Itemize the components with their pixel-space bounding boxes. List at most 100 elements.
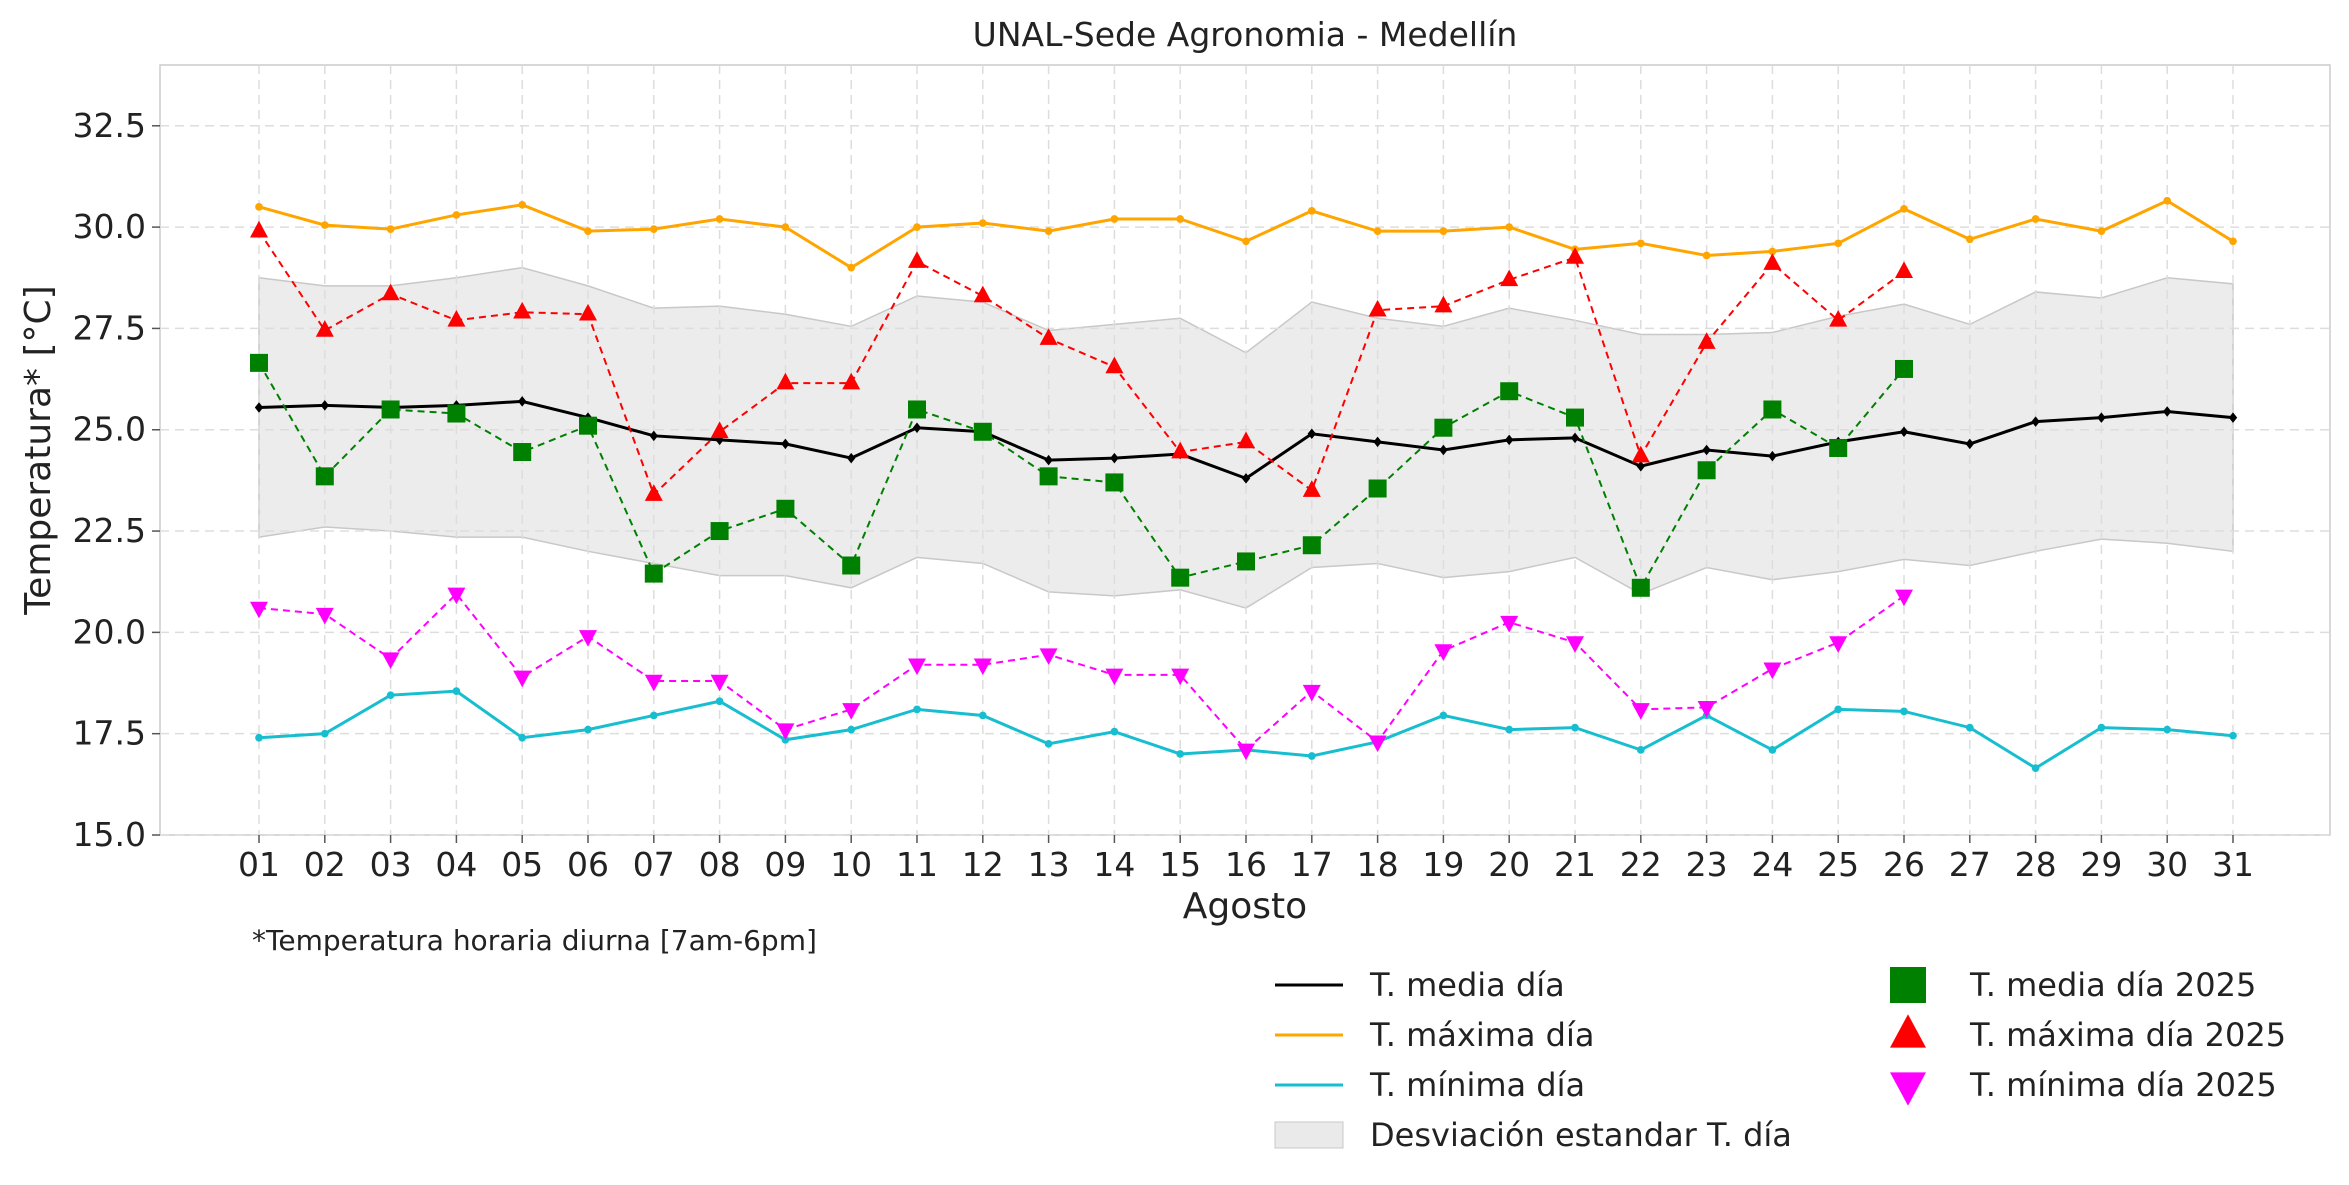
data-point xyxy=(255,202,263,211)
data-point xyxy=(1302,684,1321,702)
legend-label: T. mínima día 2025 xyxy=(1969,1066,2277,1104)
data-point xyxy=(1965,438,1974,450)
data-point xyxy=(2229,237,2237,246)
x-tick-label: 03 xyxy=(370,845,412,884)
data-point xyxy=(315,320,334,337)
y-tick-label: 25.0 xyxy=(73,410,146,449)
data-point xyxy=(1571,723,1579,732)
data-point xyxy=(1763,253,1782,270)
data-point xyxy=(973,658,992,676)
y-tick-label: 30.0 xyxy=(73,207,146,246)
data-point xyxy=(1900,205,1908,213)
x-tick-label: 10 xyxy=(830,845,872,884)
data-point xyxy=(1899,426,1909,438)
data-point xyxy=(518,200,527,209)
data-point xyxy=(781,223,790,231)
x-tick-label: 20 xyxy=(1488,845,1530,884)
legend-label: T. media día 2025 xyxy=(1969,966,2256,1004)
series-line xyxy=(258,592,1905,752)
x-tick-label: 23 xyxy=(1686,845,1728,884)
data-point xyxy=(1697,701,1716,718)
data-point xyxy=(978,219,987,227)
data-point xyxy=(842,556,861,575)
x-tick-label: 30 xyxy=(2146,845,2188,884)
data-point xyxy=(315,467,334,486)
data-point xyxy=(1895,261,1913,278)
data-point xyxy=(1570,432,1580,444)
data-point xyxy=(452,211,461,219)
data-point xyxy=(1829,309,1848,327)
data-point xyxy=(1171,568,1190,587)
legend-label: T. máxima día xyxy=(1369,1016,1594,1054)
legend-band-swatch xyxy=(1274,1121,1344,1149)
data-point xyxy=(1237,743,1255,761)
data-point xyxy=(1697,461,1716,480)
data-point xyxy=(381,652,400,670)
data-point xyxy=(1044,454,1053,466)
data-point xyxy=(1302,480,1321,497)
data-point xyxy=(1500,615,1519,633)
data-point xyxy=(908,251,926,268)
data-point xyxy=(1307,752,1316,760)
data-point xyxy=(908,658,926,676)
data-point xyxy=(1895,589,1913,607)
footnote: *Temperatura horaria diurna [7am-6pm] xyxy=(252,924,817,957)
data-point xyxy=(913,223,921,231)
data-point xyxy=(579,416,597,435)
x-tick-label: 01 xyxy=(238,845,280,884)
x-tick-label: 24 xyxy=(1751,845,1793,884)
data-point xyxy=(1110,452,1119,464)
data-point xyxy=(2031,764,2040,772)
data-point xyxy=(1768,746,1777,754)
data-point xyxy=(315,607,334,625)
data-point xyxy=(973,285,992,303)
data-point xyxy=(1763,400,1782,419)
x-tick-label: 06 xyxy=(567,845,609,884)
y-tick-label: 17.5 xyxy=(73,714,146,753)
data-point xyxy=(1631,578,1650,597)
data-point xyxy=(1110,727,1119,736)
x-tick-label: 15 xyxy=(1159,845,1201,884)
data-point xyxy=(978,711,987,720)
data-point xyxy=(1368,299,1387,317)
data-point xyxy=(710,674,729,692)
data-point xyxy=(1105,473,1124,492)
chart-title: UNAL-Sede Agronomia - Medellín xyxy=(973,15,1518,54)
x-tick-label: 05 xyxy=(501,845,543,884)
data-point xyxy=(1965,235,1974,244)
data-point xyxy=(908,400,926,419)
data-point xyxy=(776,723,795,740)
data-point xyxy=(579,630,597,647)
data-point xyxy=(1768,247,1777,256)
data-point xyxy=(1636,746,1645,754)
data-point xyxy=(386,691,395,700)
legend-marker-swatch xyxy=(1890,967,1926,1003)
data-point xyxy=(250,353,268,372)
data-point xyxy=(2163,196,2172,205)
data-point xyxy=(584,725,592,734)
data-point xyxy=(1368,479,1387,498)
y-tick-label: 20.0 xyxy=(73,612,146,651)
x-tick-label: 12 xyxy=(962,845,1004,884)
data-point xyxy=(644,564,663,583)
data-point xyxy=(1039,648,1058,666)
data-point xyxy=(1702,251,1711,260)
x-tick-label: 21 xyxy=(1554,845,1596,884)
data-point xyxy=(1307,428,1316,440)
data-point xyxy=(847,725,856,734)
data-point xyxy=(1631,445,1650,463)
data-point xyxy=(1900,707,1908,716)
data-point xyxy=(776,372,795,390)
data-point xyxy=(518,396,527,407)
y-tick-label: 32.5 xyxy=(73,106,146,145)
x-tick-label: 22 xyxy=(1620,845,1662,884)
data-point xyxy=(1829,636,1848,653)
data-point xyxy=(1176,750,1185,758)
data-point xyxy=(1702,444,1711,456)
data-point xyxy=(320,400,329,411)
data-point xyxy=(513,301,532,319)
data-point xyxy=(649,430,658,442)
x-tick-label: 27 xyxy=(1949,845,1991,884)
data-point xyxy=(644,674,663,692)
